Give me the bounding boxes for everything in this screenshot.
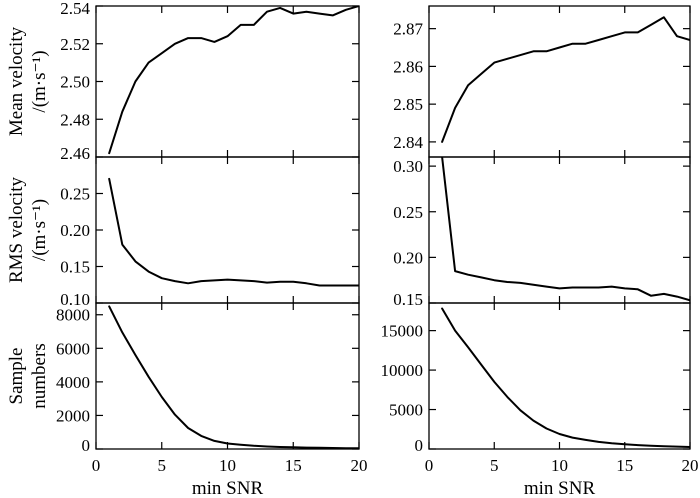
x-axis-title-col1: min SNR xyxy=(192,478,264,498)
mean-right-y-tick-label: 2.86 xyxy=(393,57,423,76)
samples-right-y-tick-label: 0 xyxy=(415,436,424,455)
samples-left-y-tick-label: 0 xyxy=(82,436,91,455)
rms-left-series-line xyxy=(108,177,359,287)
rms-right-y-tick-label: 0.20 xyxy=(393,248,423,267)
mean-right-y-tick-label: 2.84 xyxy=(393,133,423,152)
x-tick-label-col2: 20 xyxy=(682,456,699,475)
samples-left-y-tick-label: 8000 xyxy=(56,306,90,325)
row-3-y-axis-title-line-1: Sample xyxy=(6,348,27,405)
rms-left-y-tick-label: 0.10 xyxy=(60,290,90,309)
x-axis-title-col2: min SNR xyxy=(524,478,596,498)
rms-left-plot-frame xyxy=(95,156,360,304)
mean-left-series-line xyxy=(108,6,359,155)
row-3-y-axis-title: Sample numbers xyxy=(6,343,50,408)
mean-right-y-tick-label: 2.87 xyxy=(393,20,423,39)
rms-left-y-tick-label: 0.20 xyxy=(60,221,90,240)
samples-right-y-tick-label: 15000 xyxy=(381,322,424,341)
x-tick-label-col2: 15 xyxy=(616,456,633,475)
rms-right-series-line xyxy=(441,157,690,302)
row-2-y-axis-title-line-2: /(m·s⁻¹) xyxy=(29,199,50,261)
rms-left-y-tick-label: 0.25 xyxy=(60,185,90,204)
samples-right-plot-frame xyxy=(428,302,691,450)
row-1-y-axis-title-line-1: Mean velocity xyxy=(6,26,27,136)
mean-left-y-tick-label: 2.52 xyxy=(60,35,90,54)
samples-left-series-line xyxy=(108,305,359,449)
samples-right-series-line xyxy=(441,307,690,448)
row-2-y-axis-title: RMS velocity/(m·s⁻¹) xyxy=(6,176,50,283)
mean-right-plot-frame xyxy=(428,5,691,158)
rms-left-y-tick-label: 0.15 xyxy=(60,258,90,277)
mean-left-y-tick-label: 2.50 xyxy=(60,73,90,92)
rms-right-y-tick-label: 0.25 xyxy=(393,203,423,222)
mean-right-series-line xyxy=(441,16,690,143)
row-1-y-axis-title-line-2: /(m·s⁻¹) xyxy=(29,50,50,112)
samples-left-y-tick-label: 6000 xyxy=(56,339,90,358)
x-tick-label-col1: 15 xyxy=(285,456,302,475)
mean-left-y-tick-label: 2.54 xyxy=(60,0,90,18)
rms-right-y-tick-label: 0.15 xyxy=(393,290,423,309)
mean-left-y-tick-label: 2.48 xyxy=(60,110,90,129)
row-1-y-axis-title: Mean velocity/(m·s⁻¹) xyxy=(6,26,50,136)
rms-right-y-tick-label: 0.30 xyxy=(393,157,423,176)
samples-left-plot-frame xyxy=(95,302,360,450)
x-tick-label-col2: 5 xyxy=(490,456,499,475)
samples-right-y-tick-label: 10000 xyxy=(381,361,424,380)
x-tick-label-col2: 10 xyxy=(551,456,568,475)
row-2-y-axis-title-line-1: RMS velocity xyxy=(6,176,27,283)
rms-right-plot-frame xyxy=(428,156,691,304)
samples-right-y-tick-label: 5000 xyxy=(389,401,423,420)
mean-left-y-tick-label: 2.46 xyxy=(60,144,90,163)
x-tick-label-col1: 0 xyxy=(92,456,101,475)
x-tick-label-col1: 20 xyxy=(351,456,368,475)
x-tick-label-col1: 5 xyxy=(158,456,167,475)
x-tick-label-col2: 0 xyxy=(425,456,434,475)
samples-left-y-tick-label: 4000 xyxy=(56,373,90,392)
mean-right-y-tick-label: 2.85 xyxy=(393,95,423,114)
x-tick-label-col1: 10 xyxy=(219,456,236,475)
row-3-y-axis-title-line-2: numbers xyxy=(29,343,50,408)
samples-left-y-tick-label: 2000 xyxy=(56,406,90,425)
